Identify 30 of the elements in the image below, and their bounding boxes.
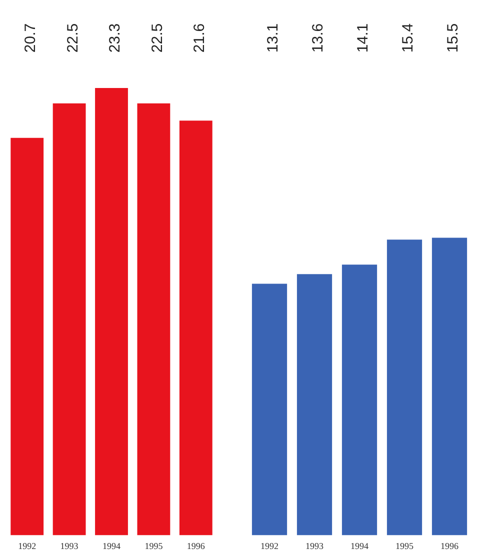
data-label: 22.5: [148, 23, 166, 53]
bar: [252, 284, 288, 536]
data-label: 14.1: [354, 23, 372, 53]
data-label: 15.4: [400, 23, 417, 53]
x-tick-label: 1993: [60, 540, 79, 551]
bar: [179, 120, 212, 536]
x-tick-label: 1995: [396, 540, 414, 551]
x-tick-label: 1995: [144, 540, 164, 551]
bar: [296, 274, 332, 536]
x-tick-label: 1992: [260, 540, 278, 551]
bar: [95, 88, 128, 536]
data-label: 13.6: [310, 23, 327, 53]
bar: [137, 103, 170, 536]
x-tick-label: 1996: [186, 540, 206, 551]
data-label: 23.3: [106, 23, 124, 53]
data-label: 20.7: [22, 23, 40, 53]
data-label: 22.5: [64, 23, 82, 53]
data-label: 15.5: [444, 23, 462, 53]
x-tick-label: 1992: [18, 540, 36, 551]
data-label: 21.6: [191, 23, 208, 53]
bar: [342, 264, 378, 536]
x-tick-label: 1993: [306, 540, 324, 551]
bar: [386, 240, 422, 536]
bar: [10, 138, 44, 536]
x-tick-label: 1994: [350, 540, 369, 551]
data-label: 13.1: [264, 23, 282, 53]
x-tick-label: 1996: [440, 540, 459, 551]
x-tick-label: 1994: [102, 540, 121, 551]
bar: [432, 238, 468, 536]
bar: [52, 103, 86, 536]
